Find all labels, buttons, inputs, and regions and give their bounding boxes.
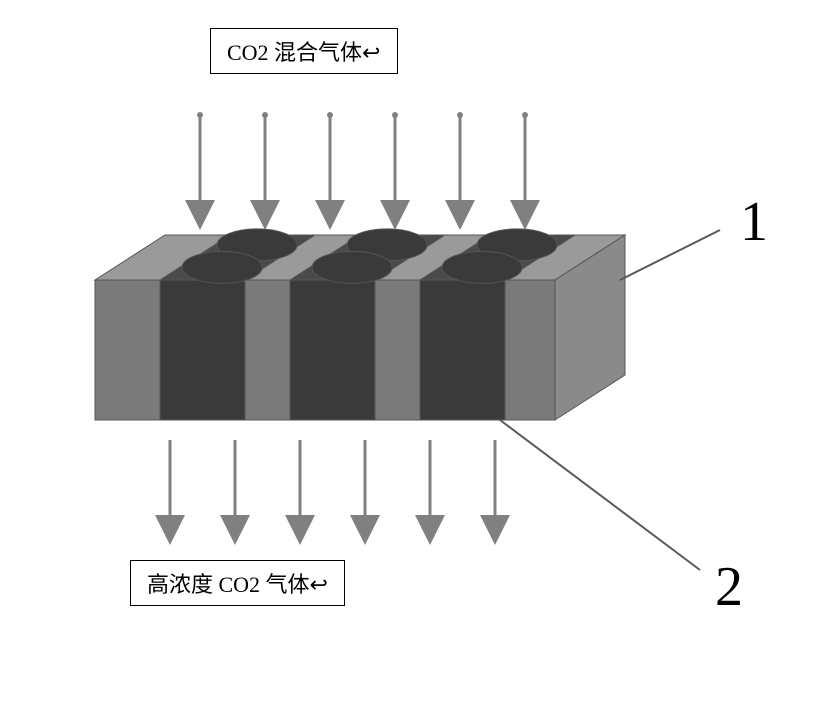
slot-front-1 <box>160 280 245 420</box>
arrow-in-tail-4 <box>392 112 398 118</box>
hole-front-2 <box>312 251 392 283</box>
hole-front-3 <box>442 251 522 283</box>
diagram-svg <box>0 0 826 709</box>
arrow-in-tail-3 <box>327 112 333 118</box>
slot-front-2 <box>290 280 375 420</box>
arrow-in-tail-5 <box>457 112 463 118</box>
hole-front-1 <box>182 251 262 283</box>
arrow-in-tail-1 <box>197 112 203 118</box>
slot-front-3 <box>420 280 505 420</box>
arrow-in-tail-6 <box>522 112 528 118</box>
arrow-in-tail-2 <box>262 112 268 118</box>
callout-line-1 <box>620 230 720 280</box>
callout-line-2 <box>500 420 700 570</box>
